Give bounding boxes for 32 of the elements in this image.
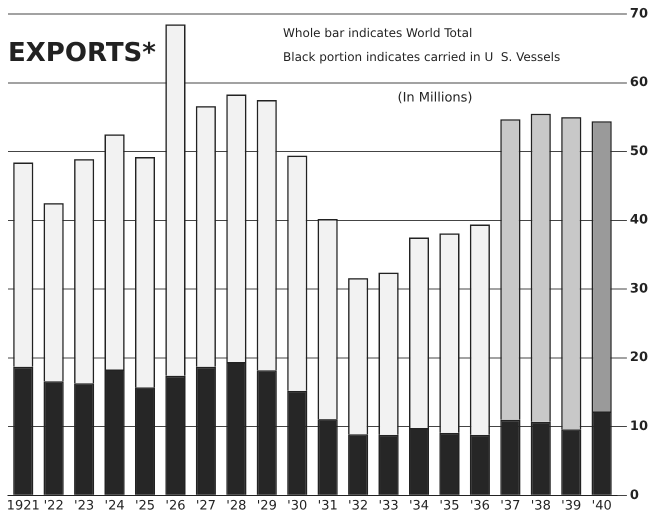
- x-tick-label: '28: [226, 498, 246, 514]
- x-tick-label: '27: [196, 498, 216, 514]
- y-tick-label: 40: [630, 212, 648, 228]
- x-tick-label: '30: [287, 498, 308, 514]
- x-tick-label: '39: [561, 498, 582, 514]
- x-tick-label: '25: [134, 498, 156, 514]
- y-tick-label: 60: [630, 75, 648, 90]
- x-tick-label: '37: [500, 498, 520, 514]
- x-tick-label: '35: [439, 498, 460, 514]
- y-tick-label: 50: [630, 144, 648, 159]
- text: EXPORTS*: [8, 38, 156, 68]
- x-tick-label: '26: [165, 498, 186, 514]
- y-tick-label: 10: [630, 419, 648, 434]
- x-tick-label: '24: [104, 498, 125, 514]
- y-tick-label: 0: [630, 488, 639, 503]
- y-tick-label: 30: [630, 281, 648, 296]
- x-tick-label: '34: [408, 498, 430, 514]
- annotation: Whole bar indicates World Total: [283, 26, 472, 40]
- x-tick-label: '32: [348, 498, 368, 514]
- x-tick-label: '31: [318, 498, 338, 514]
- x-tick-label: '22: [44, 498, 64, 514]
- x-tick-label: '33: [378, 498, 399, 514]
- annotation: (In Millions): [398, 90, 472, 106]
- x-tick-label: '38: [530, 498, 551, 514]
- x-tick-label: '36: [470, 498, 490, 514]
- y-tick-label: 20: [630, 350, 648, 366]
- x-tick-label: 1921: [6, 498, 40, 514]
- y-tick-label: 70: [630, 6, 648, 22]
- x-tick-label: '29: [256, 498, 277, 514]
- annotation: Black portion indicates carried in U S. Vessels: [283, 50, 560, 64]
- x-tick-label: '23: [74, 498, 94, 514]
- x-tick-label: '40: [592, 498, 612, 514]
